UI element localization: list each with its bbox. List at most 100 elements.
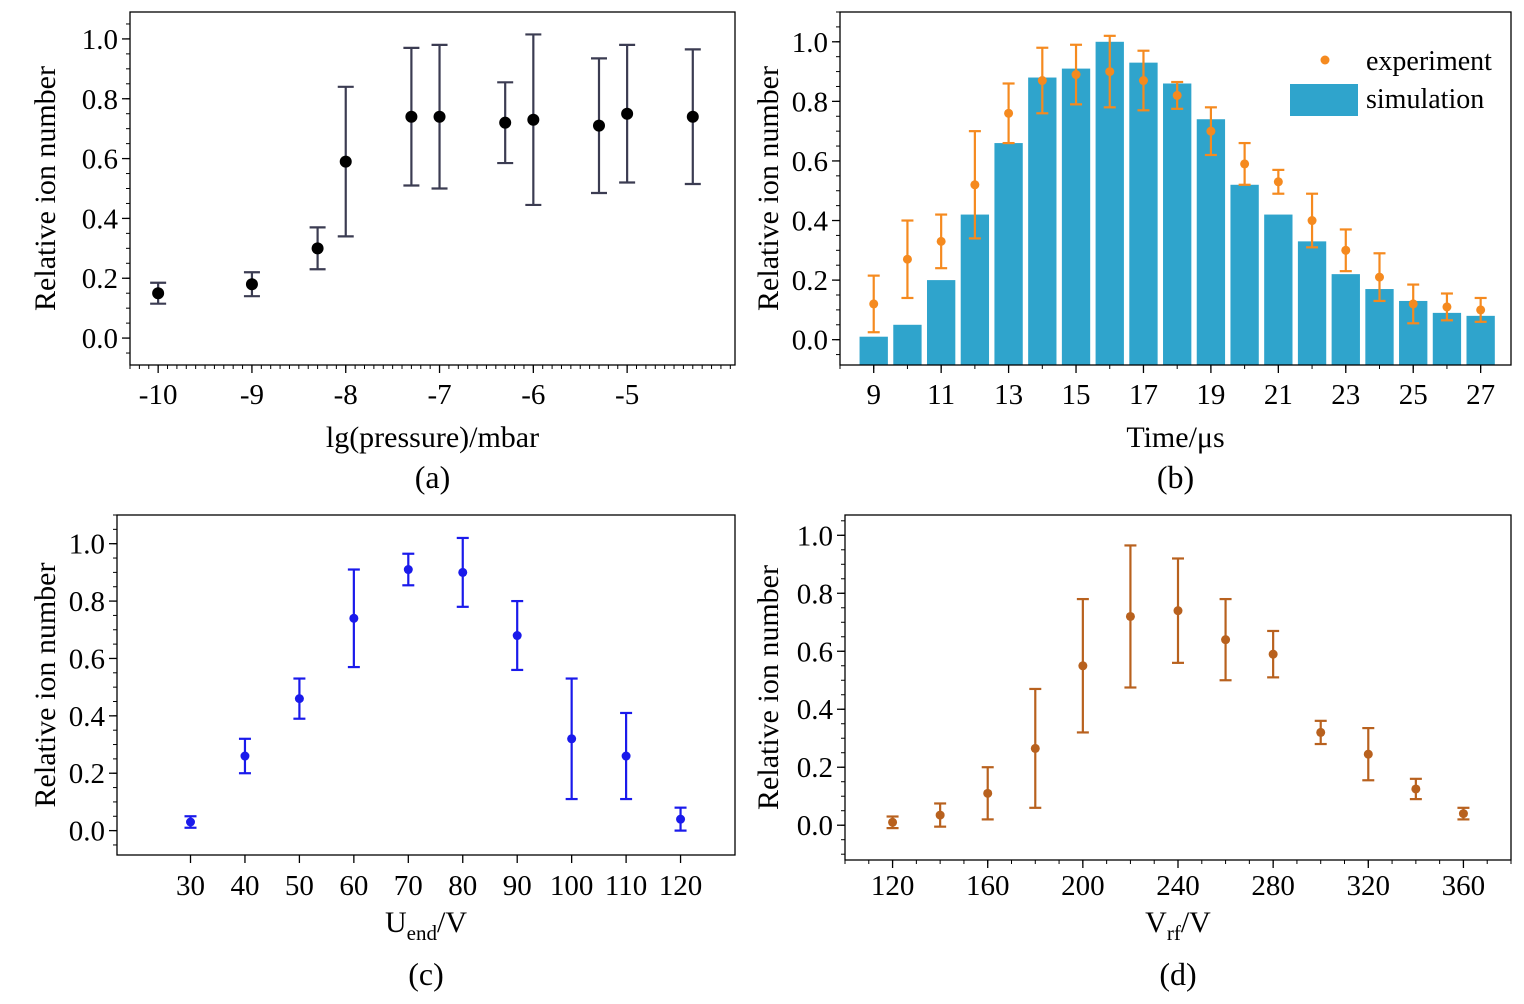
x-axis-title: Vrf/V	[1145, 906, 1211, 945]
x-tick-label: 50	[285, 870, 314, 902]
data-point	[1172, 90, 1182, 100]
bar	[1196, 119, 1226, 365]
y-tick-label: 0.0	[82, 323, 118, 355]
x-tick-label: 30	[176, 870, 205, 902]
x-tick-label: 110	[605, 870, 647, 902]
data-point	[1125, 611, 1135, 621]
data-point	[592, 119, 605, 132]
data-point	[1458, 809, 1468, 819]
bar	[893, 324, 922, 365]
data-point	[686, 110, 699, 123]
x-tick-label: 90	[503, 870, 532, 902]
data-point	[458, 567, 468, 577]
axes-frame	[116, 514, 736, 856]
y-tick-label: 0.0	[797, 810, 833, 842]
x-tick-label: -8	[334, 379, 358, 411]
x-tick-label: 40	[230, 870, 259, 902]
y-tick-label: 0.2	[69, 758, 105, 790]
data-point	[245, 278, 258, 291]
y-tick-label: 0.4	[69, 701, 106, 733]
x-tick-label: 9	[866, 379, 881, 411]
axes-frame	[839, 11, 1512, 366]
data-point	[1268, 649, 1278, 659]
x-tick-label: 160	[966, 870, 1010, 902]
y-axis-title: Relative ion number	[752, 66, 785, 311]
panel-c: 0.0 0.2 0.4 0.6 0.8 1.0 30 40 50 60 70 80 90 100 110 12…	[29, 514, 736, 992]
data-point	[1030, 743, 1040, 753]
data-point	[1221, 635, 1231, 645]
data-point	[1240, 159, 1250, 169]
x-tick-label: 320	[1347, 870, 1391, 902]
bar	[926, 280, 956, 365]
y-axis-title: Relative ion number	[29, 66, 62, 311]
x-axis-title: Time/μs	[1126, 421, 1224, 454]
data-point	[405, 110, 418, 123]
y-tick-label: 0.6	[797, 636, 833, 668]
y-tick-label: 1.0	[82, 24, 118, 56]
y-tick-label: 1.0	[69, 529, 105, 561]
bar	[960, 214, 990, 365]
bar	[1028, 77, 1057, 366]
x-axis-title-main: U	[385, 906, 407, 939]
data-point	[1408, 299, 1418, 309]
bar	[994, 143, 1023, 365]
data-point	[512, 631, 522, 641]
data-point	[621, 751, 631, 761]
x-axis-title: lg(pressure)/mbar	[326, 421, 539, 454]
data-point	[152, 287, 165, 300]
x-tick-label: -7	[427, 379, 451, 411]
bar	[1264, 214, 1293, 365]
bar	[1163, 83, 1192, 366]
data-point	[935, 810, 945, 820]
legend-swatch-simulation	[1290, 84, 1358, 116]
x-tick-label: -10	[139, 379, 178, 411]
x-tick-label: 13	[994, 379, 1023, 411]
data-point	[349, 613, 359, 623]
y-tick-label: 0.8	[797, 578, 833, 610]
data-point	[902, 254, 912, 264]
data-point	[1363, 749, 1373, 759]
x-tick-label: 120	[659, 870, 703, 902]
data-point	[970, 180, 980, 190]
data-point	[1476, 305, 1486, 315]
y-tick-label: 0.0	[69, 816, 105, 848]
panel-label: (c)	[408, 956, 444, 992]
x-tick-label: 80	[448, 870, 477, 902]
x-tick-label: 120	[871, 870, 915, 902]
y-tick-label: 0.2	[797, 752, 833, 784]
data-point	[527, 113, 540, 126]
x-axis-title-main: V	[1145, 906, 1167, 939]
bar	[1061, 68, 1091, 366]
y-tick-label: 0.2	[82, 263, 118, 295]
data-point	[403, 565, 413, 575]
x-tick-label: 280	[1251, 870, 1295, 902]
x-tick-label: 11	[927, 379, 955, 411]
legend-label-experiment: experiment	[1366, 46, 1492, 77]
panel-b: 0.0 0.2 0.4 0.6 0.8 1.0 9 11 13 15 17 19 21 23 25 27 Rel…	[752, 11, 1512, 495]
y-axis-title: Relative ion number	[29, 563, 62, 808]
legend-label-simulation: simulation	[1366, 84, 1484, 115]
x-axis-title-suffix: /V	[437, 906, 467, 939]
data-point	[499, 116, 512, 129]
y-tick-label: 0.6	[792, 146, 828, 178]
bar	[859, 336, 888, 365]
bar	[1331, 274, 1360, 365]
x-tick-label: -9	[240, 379, 264, 411]
y-tick-label: 0.8	[69, 586, 105, 618]
data-point	[1037, 76, 1047, 86]
x-tick-label: 21	[1264, 379, 1293, 411]
data-point	[1105, 67, 1115, 77]
panel-label: (a)	[415, 459, 451, 495]
data-point	[240, 751, 250, 761]
x-tick-label: 200	[1061, 870, 1105, 902]
data-point	[1341, 245, 1351, 255]
data-point	[869, 299, 879, 309]
data-point	[311, 242, 324, 255]
y-tick-label: 0.2	[792, 265, 828, 297]
data-point	[1138, 76, 1148, 86]
data-point	[186, 817, 196, 827]
data-point	[676, 814, 686, 824]
legend-marker-experiment	[1320, 55, 1330, 65]
x-axis-title-subscript: end	[407, 921, 438, 945]
bar	[1466, 315, 1495, 365]
